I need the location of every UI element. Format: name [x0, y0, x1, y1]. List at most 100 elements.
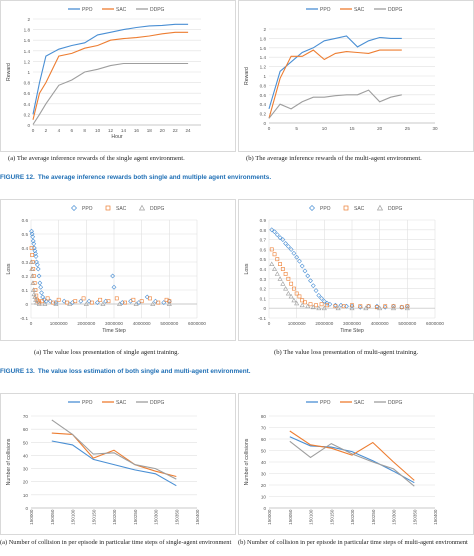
x-tick-label: 150000 [267, 509, 272, 525]
y-tick-label: 1.4 [260, 55, 267, 60]
x-tick-label: 20 [160, 128, 166, 133]
data-point-ddpg [377, 305, 383, 311]
chart-panel-loss-multi: -0.1 0 0.1 0.2 0.3 0.4 0.5 0.6 0.7 0.8 0.9 0 1000000… [238, 199, 474, 341]
x-tick-label: 5000000 [160, 321, 178, 326]
series-line-ppo [289, 436, 415, 484]
data-point-ddpg [83, 301, 89, 306]
data-point-ppo [38, 284, 44, 290]
legend-label-ddpg: DDPG [388, 400, 403, 406]
y-tick-label: 0 [263, 121, 266, 126]
data-point-ppo [86, 298, 92, 304]
figure-13-label: FIGURE 13. [0, 368, 35, 375]
legend-marker-ppo [309, 205, 315, 211]
chart-panel-reward-single: 0 0.2 0.4 0.6 0.8 1 1.2 1.4 1.6 1.8 2 0 2 4 6 8 10 12 14 16… [0, 0, 236, 152]
data-point-sac [45, 296, 50, 301]
x-tick-label: 2000000 [315, 321, 333, 326]
data-point-sac [139, 299, 144, 304]
data-point-sac [278, 262, 282, 267]
legend-label-ppo: PPO [320, 400, 331, 406]
data-point-ddpg [280, 281, 286, 286]
data-point-ddpg [42, 301, 48, 306]
data-point-ddpg [166, 301, 172, 306]
data-point-ppo [269, 227, 275, 233]
x-tick-label: 10 [95, 128, 101, 133]
x-tick-label: 150150 [329, 509, 334, 525]
y-tick-label: 0.2 [260, 112, 267, 117]
x-tick-label: 150400 [195, 509, 200, 525]
data-point-ppo [294, 254, 300, 260]
x-axis-title: Time Step [340, 328, 364, 334]
series-line-sac [32, 31, 189, 120]
data-point-ppo [36, 273, 42, 279]
y-tick-label: 1 [263, 74, 266, 79]
legend-label-ddpg: DDPG [150, 400, 165, 406]
data-point-sac [333, 304, 338, 309]
y-tick-label: 2 [263, 27, 266, 32]
data-point-ddpg [100, 301, 106, 306]
data-point-sac [289, 281, 294, 286]
data-point-ppo [161, 300, 167, 306]
data-point-sac [156, 300, 161, 305]
data-point-ppo [299, 263, 305, 269]
x-tick-label: 25 [405, 126, 411, 131]
legend-label-ppo: PPO [82, 7, 93, 13]
data-point-ppo [33, 251, 38, 257]
data-point-ppo [31, 241, 37, 247]
data-point-ppo [277, 235, 283, 241]
data-point-sac [391, 304, 396, 309]
x-tick-label: 4 [58, 128, 61, 133]
data-point-sac [297, 294, 302, 299]
y-axis-title: Reward [6, 63, 12, 81]
y-tick-label: 0 [27, 123, 30, 128]
series-line-ppo [51, 440, 177, 487]
x-tick-label: 3000000 [105, 321, 123, 326]
y-tick-label: 1.8 [260, 36, 267, 41]
legend-label-ppo: PPO [82, 206, 93, 212]
y-tick-label: 60 [261, 437, 267, 442]
x-tick-label: 3000000 [343, 321, 361, 326]
data-point-ppo [35, 266, 41, 272]
y-tick-label: 0.8 [260, 228, 267, 233]
data-point-sac [366, 304, 371, 309]
data-point-ddpg [291, 297, 297, 303]
y-tick-label: 0.9 [260, 218, 267, 223]
data-point-ppo [29, 231, 35, 237]
y-tick-label: 0 [25, 506, 28, 511]
series-line-ppo [268, 35, 402, 110]
y-tick-label: 1 [27, 70, 30, 75]
caption-fig13b: (b) The value loss presentation of multi… [274, 349, 419, 356]
figure-13-caption: FIGURE 13. The value loss estimation of b… [0, 368, 251, 375]
data-point-ppo [321, 298, 327, 304]
data-point-sac [81, 296, 86, 301]
y-tick-label: 0.2 [24, 112, 31, 117]
data-point-sac [73, 299, 78, 304]
data-point-ddpg [335, 305, 341, 311]
legend-label-ppo: PPO [320, 206, 331, 212]
y-tick-label: 10 [261, 495, 267, 500]
y-tick-label: 20 [261, 483, 267, 488]
data-point-ppo [316, 293, 322, 298]
caption-fig12a: (a) The average inference rewards of the… [8, 155, 185, 162]
y-tick-label: 2 [27, 17, 30, 22]
data-point-sac [114, 296, 119, 301]
data-point-ppo [283, 241, 289, 246]
x-tick-label: 22 [173, 128, 179, 133]
y-tick-label: 50 [261, 449, 267, 454]
x-tick-label: 150100 [309, 509, 314, 525]
y-tick-label: 1.6 [24, 38, 31, 43]
data-point-ppo [43, 298, 49, 304]
legend-marker-sac [105, 205, 111, 211]
y-tick-label: 80 [261, 414, 267, 419]
x-tick-label: 150250 [133, 509, 138, 525]
data-point-ppo [310, 283, 316, 289]
data-point-sac [65, 300, 69, 305]
x-tick-label: 30 [432, 126, 438, 131]
data-point-ddpg [349, 305, 355, 311]
data-point-ddpg [316, 305, 322, 311]
y-tick-label: 0.5 [22, 232, 29, 237]
y-tick-label: 70 [23, 414, 29, 419]
y-tick-label: 10 [23, 493, 29, 498]
x-tick-label: 150100 [71, 509, 76, 525]
legend-marker-ppo [71, 205, 77, 211]
y-tick-label: 60 [23, 427, 29, 432]
